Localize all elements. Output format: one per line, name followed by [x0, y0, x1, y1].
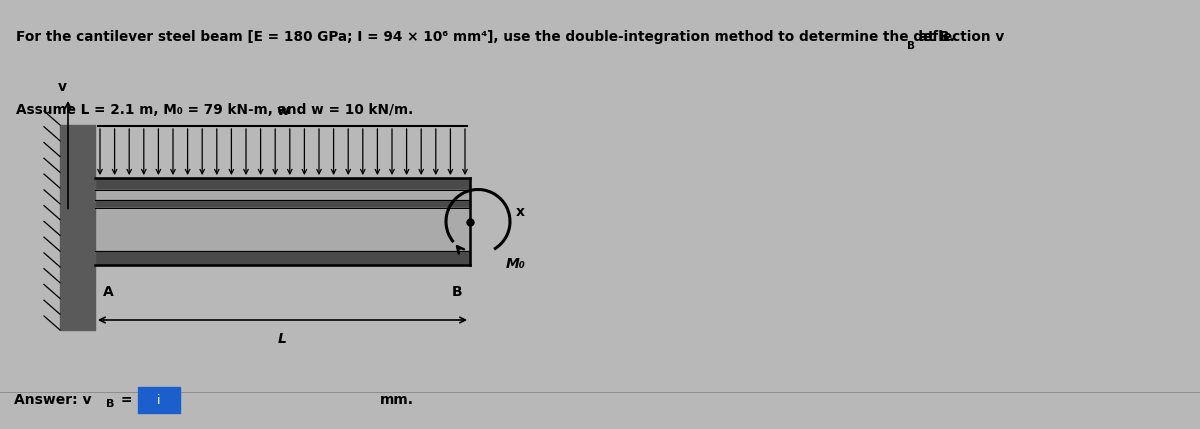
Text: i: i: [157, 393, 161, 407]
Text: x: x: [516, 205, 526, 218]
Text: A: A: [103, 285, 114, 299]
Text: v: v: [58, 80, 66, 94]
Bar: [138, 387, 180, 413]
Text: L: L: [278, 332, 287, 346]
Bar: [60, 125, 95, 330]
Text: w: w: [276, 104, 289, 118]
Text: mm.: mm.: [380, 393, 414, 407]
Text: Assume L = 2.1 m, M₀ = 79 kN-m, and w = 10 kN/m.: Assume L = 2.1 m, M₀ = 79 kN-m, and w = …: [16, 103, 413, 117]
Text: For the cantilever steel beam [E = 180 GPa; I = 94 × 10⁶ mm⁴], use the double-in: For the cantilever steel beam [E = 180 G…: [16, 30, 1004, 44]
Text: B: B: [451, 285, 462, 299]
Text: at B.: at B.: [914, 30, 955, 44]
Text: B: B: [907, 41, 916, 51]
Text: M₀: M₀: [506, 257, 526, 272]
Text: =: =: [116, 393, 132, 407]
Text: Answer: v: Answer: v: [14, 393, 91, 407]
Text: B: B: [106, 399, 114, 409]
